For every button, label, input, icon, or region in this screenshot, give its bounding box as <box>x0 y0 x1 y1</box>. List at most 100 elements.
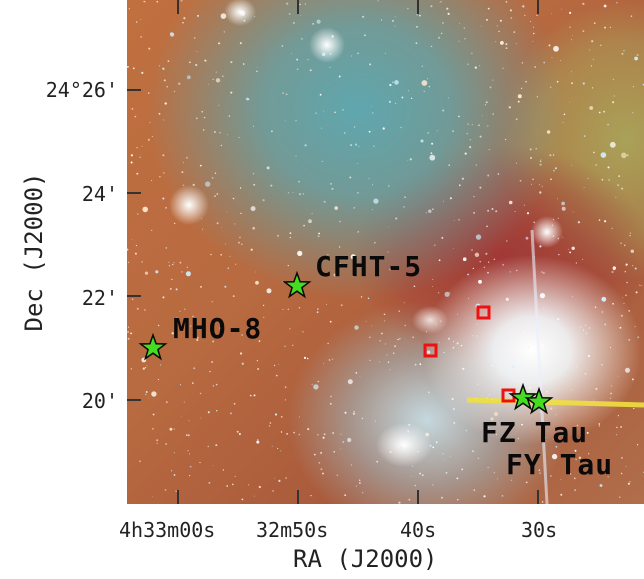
background-star <box>392 81 394 83</box>
background-star <box>149 122 151 123</box>
background-star <box>208 481 211 484</box>
background-star <box>487 271 489 274</box>
background-star <box>394 15 396 17</box>
background-star <box>387 361 390 364</box>
background-star <box>156 0 159 3</box>
background-star <box>482 345 484 347</box>
background-star <box>486 397 489 400</box>
background-star <box>576 365 577 367</box>
background-star <box>576 424 579 427</box>
background-star <box>601 178 604 181</box>
background-star <box>577 221 580 224</box>
background-star <box>539 245 542 248</box>
background-star <box>289 232 292 235</box>
background-star <box>353 207 355 209</box>
background-star <box>328 359 331 361</box>
background-star <box>173 90 176 93</box>
background-star <box>139 156 141 158</box>
background-star <box>555 445 558 448</box>
background-star <box>472 267 474 270</box>
background-star <box>441 496 443 499</box>
background-star <box>296 58 299 61</box>
background-star <box>403 302 405 304</box>
background-star <box>598 425 600 427</box>
background-star <box>219 327 222 329</box>
background-star <box>227 267 230 270</box>
background-star <box>578 456 582 459</box>
background-star <box>626 281 628 284</box>
background-star <box>135 21 138 23</box>
background-star <box>369 359 371 361</box>
background-star <box>255 271 257 273</box>
background-star <box>258 485 261 489</box>
background-star <box>438 341 440 343</box>
background-star <box>593 22 596 25</box>
background-star <box>588 327 590 329</box>
background-star <box>412 336 414 338</box>
background-star <box>207 411 210 414</box>
y-tick-label: 22' <box>81 286 118 310</box>
background-star <box>211 301 213 303</box>
background-star <box>330 395 332 398</box>
background-star <box>552 235 555 237</box>
y-tick-label: 24°26' <box>45 78 118 102</box>
background-star <box>543 308 545 310</box>
background-star <box>214 195 216 197</box>
background-star <box>476 335 478 337</box>
background-star <box>575 262 578 264</box>
background-star <box>353 126 356 128</box>
background-star <box>557 198 558 200</box>
background-star <box>322 52 326 56</box>
background-star <box>320 127 322 129</box>
background-star <box>145 391 148 393</box>
background-star <box>195 63 198 67</box>
background-star <box>239 236 241 238</box>
background-star <box>196 51 198 53</box>
background-star <box>215 383 218 386</box>
bright-star <box>309 27 345 63</box>
background-star <box>420 139 424 143</box>
background-star <box>524 14 526 17</box>
background-star <box>539 191 542 194</box>
background-star <box>162 154 165 157</box>
background-star <box>479 261 481 263</box>
background-star <box>134 115 137 118</box>
background-star <box>560 60 562 61</box>
background-star <box>144 309 146 311</box>
background-star <box>549 154 552 157</box>
background-star <box>130 161 133 164</box>
background-star <box>271 445 273 447</box>
background-star <box>629 235 631 237</box>
background-star <box>302 193 305 195</box>
background-star <box>127 337 130 340</box>
background-star <box>539 411 542 413</box>
background-star <box>369 63 372 66</box>
background-star <box>543 272 545 274</box>
background-star <box>493 258 496 261</box>
background-star <box>352 274 354 277</box>
background-star <box>241 243 243 245</box>
background-star <box>427 132 429 134</box>
background-star <box>617 375 619 377</box>
background-star <box>632 85 635 88</box>
background-star <box>483 495 486 498</box>
background-star <box>617 184 619 186</box>
background-star <box>314 453 316 456</box>
background-star <box>471 52 473 54</box>
bright-star <box>531 216 563 248</box>
background-star <box>273 364 276 367</box>
background-star <box>192 183 195 186</box>
background-star <box>477 383 479 385</box>
background-star <box>487 209 490 212</box>
background-star <box>293 431 295 434</box>
background-star <box>313 384 319 390</box>
background-star <box>429 154 436 161</box>
background-star <box>327 342 329 345</box>
background-star <box>408 498 411 501</box>
background-star <box>478 279 482 284</box>
background-star <box>443 351 445 354</box>
background-star <box>473 489 476 491</box>
background-star <box>428 209 432 213</box>
background-star <box>456 477 459 480</box>
background-star <box>525 481 528 484</box>
